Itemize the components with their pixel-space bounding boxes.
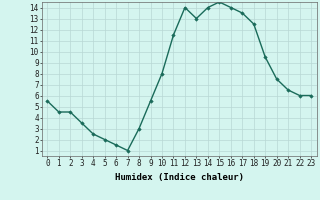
- X-axis label: Humidex (Indice chaleur): Humidex (Indice chaleur): [115, 173, 244, 182]
